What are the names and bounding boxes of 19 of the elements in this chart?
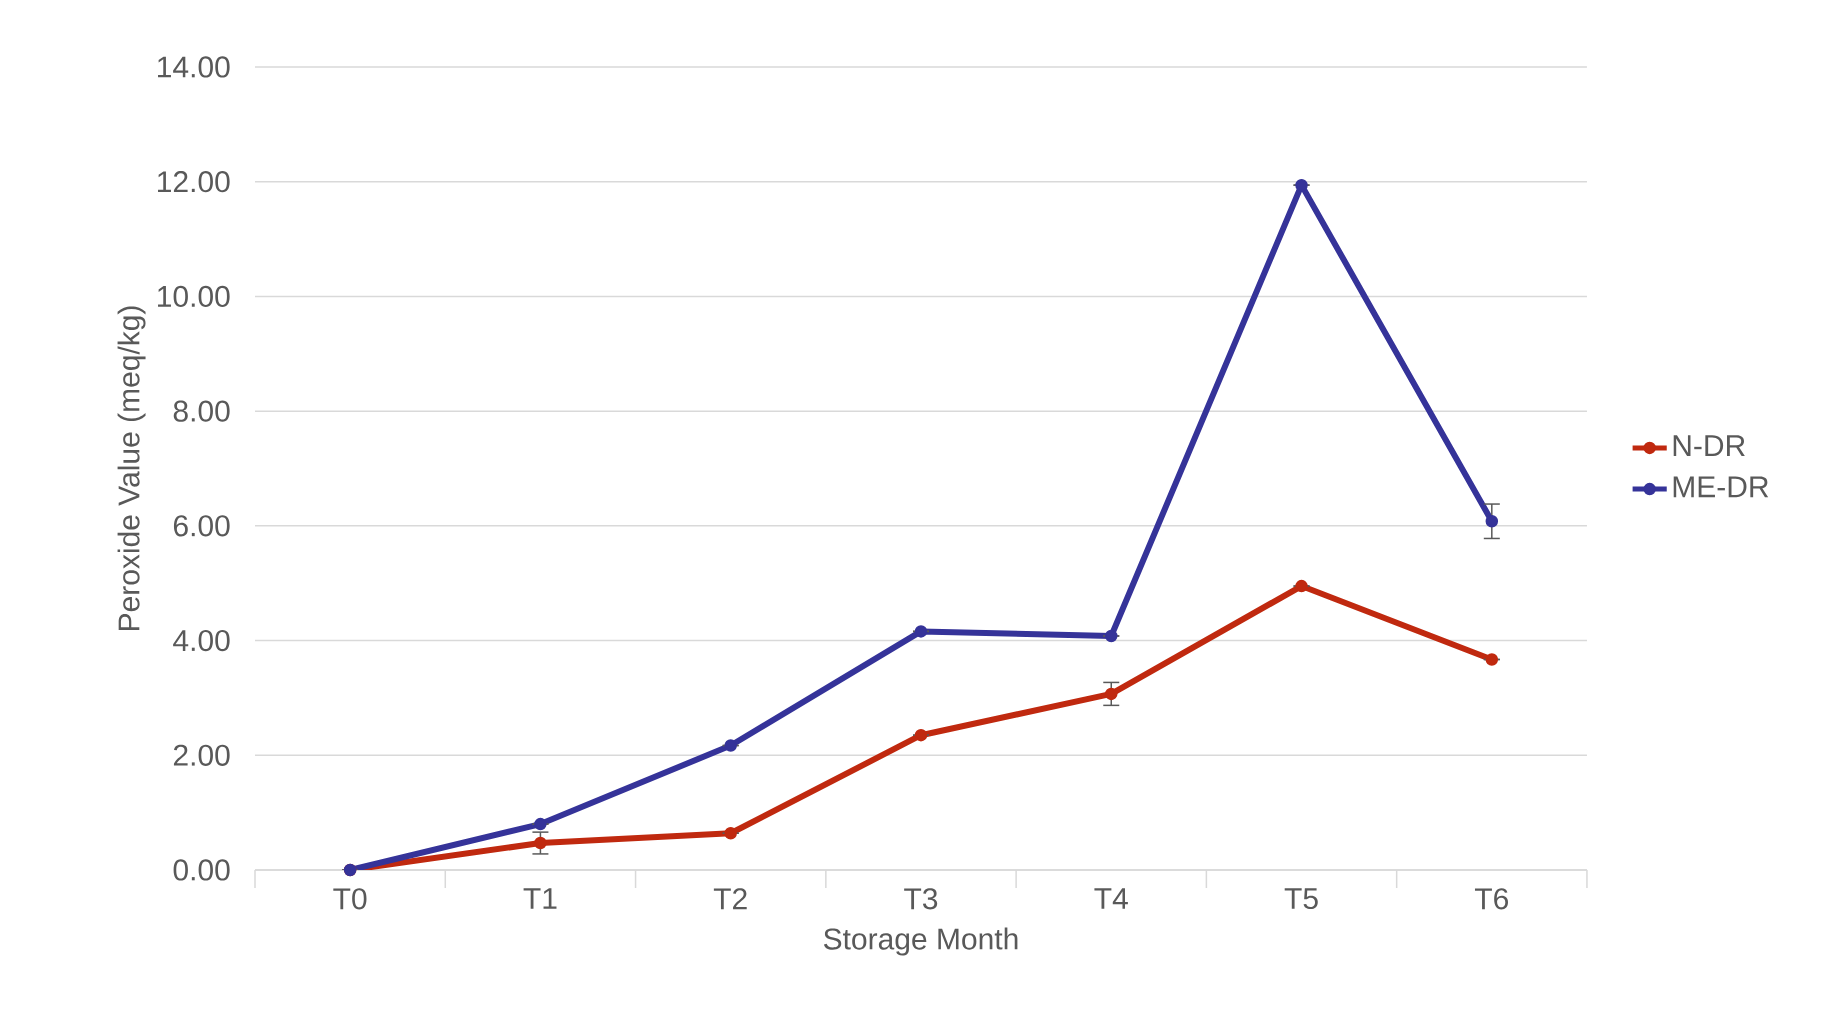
y-tick-label: 0.00 bbox=[173, 859, 230, 881]
x-tick-label: T3 bbox=[904, 888, 938, 910]
y-tick-label: 8.00 bbox=[173, 400, 230, 422]
y-axis-title: Peroxide Value (meq/kg) bbox=[117, 306, 146, 630]
legend-label: N-DR bbox=[1673, 435, 1745, 456]
y-tick-label: 10.00 bbox=[158, 285, 230, 308]
x-tick-label: T4 bbox=[1094, 888, 1128, 909]
x-tick-label: T1 bbox=[523, 888, 557, 909]
x-tick-label: T0 bbox=[333, 888, 367, 910]
x-tick-label: T5 bbox=[1284, 888, 1318, 910]
x-tick-label: T6 bbox=[1474, 888, 1509, 910]
x-axis-title: Storage Month bbox=[823, 927, 1018, 956]
y-tick-label: 4.00 bbox=[173, 629, 230, 652]
y-tick-label: 14.00 bbox=[158, 56, 230, 78]
y-tick-label: 6.00 bbox=[173, 515, 230, 537]
x-tick-label: T2 bbox=[713, 888, 747, 910]
legend-label: ME-DR bbox=[1673, 476, 1769, 498]
y-tick-label: 2.00 bbox=[173, 744, 230, 766]
y-tick-label: 12.00 bbox=[158, 171, 230, 193]
